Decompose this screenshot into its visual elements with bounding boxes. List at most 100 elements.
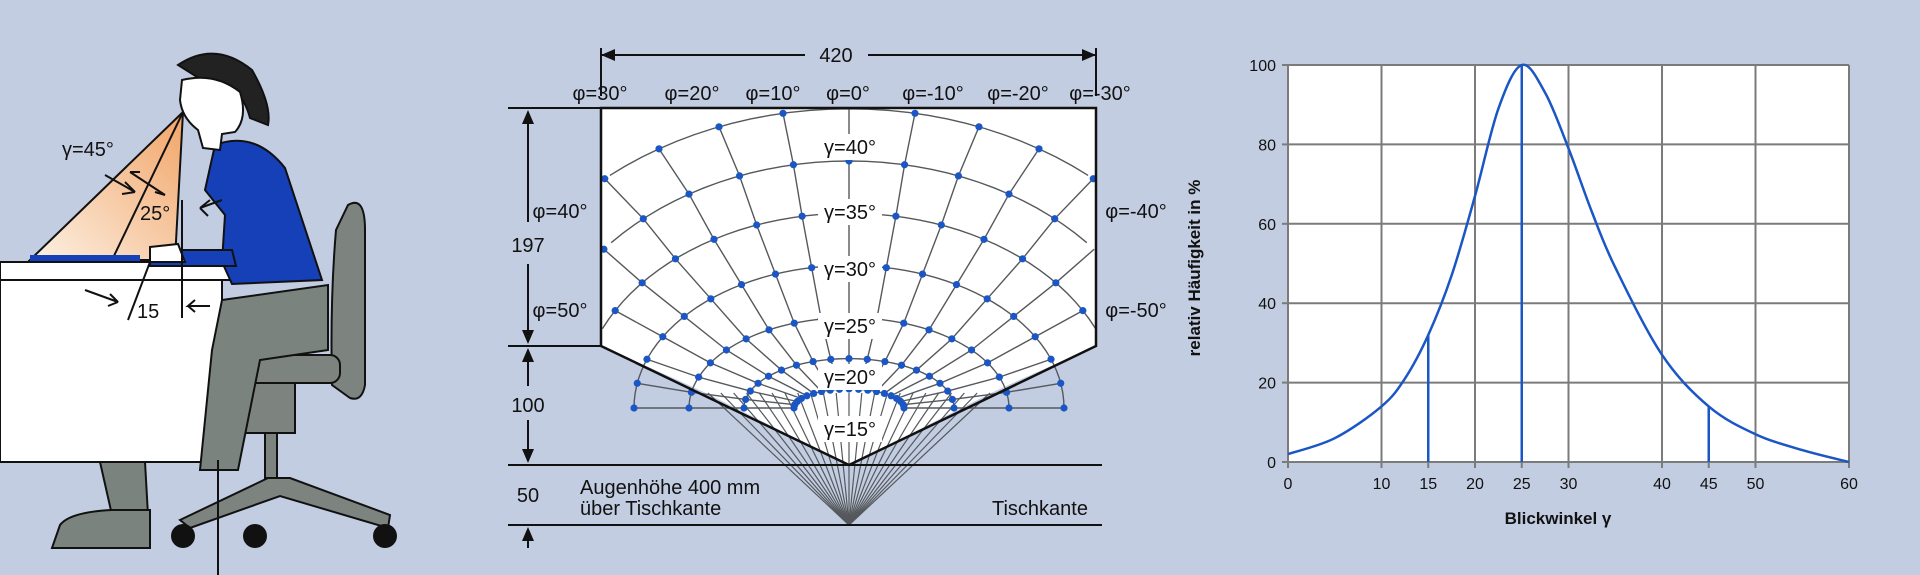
grid-point	[1010, 312, 1018, 321]
grid-point	[765, 326, 773, 334]
y-tick-label: 100	[1249, 58, 1276, 75]
phi-label-right: φ=-50°	[1105, 300, 1167, 322]
grid-point	[1052, 279, 1060, 287]
grid-point	[1035, 145, 1043, 153]
grid-point	[980, 235, 988, 243]
top-phi-labels: φ=30° φ=20° φ=10° φ=0° φ=-10° φ=-20° φ=-…	[573, 83, 1131, 105]
fan-line	[848, 392, 965, 526]
grid-point	[1005, 190, 1013, 198]
chart-markers	[1427, 65, 1710, 462]
grid-point	[707, 295, 715, 303]
grid-point	[827, 355, 835, 363]
fan-line	[784, 392, 850, 526]
fan-line	[848, 392, 901, 526]
fan-line	[848, 392, 940, 526]
grid-point	[790, 319, 798, 327]
chart-ticks: 0 10 15 20 25 30 40 45 50 60 0 20 40 60 80 100	[1249, 58, 1858, 493]
grid-point	[779, 109, 787, 117]
grid-point	[882, 264, 890, 272]
grid-point	[601, 175, 609, 183]
phi-label: φ=20°	[665, 83, 720, 105]
grid-point	[892, 212, 900, 220]
viewing-cone	[27, 109, 185, 261]
angle-25-label: 25°	[140, 203, 170, 225]
viewing-fan	[707, 392, 991, 526]
x-tick-label: 45	[1700, 476, 1718, 493]
x-tick-label: 60	[1840, 476, 1858, 493]
grid-point	[685, 190, 693, 198]
arrow-icon	[199, 199, 223, 217]
grid-point	[746, 387, 754, 395]
grid-point	[808, 264, 816, 272]
grid-point	[655, 145, 663, 153]
trousers	[198, 283, 329, 471]
grid-point	[845, 355, 853, 363]
x-axis-label: Blickwinkel γ	[1505, 509, 1612, 528]
grid-point	[1057, 379, 1065, 387]
phi-label: φ=-20°	[987, 83, 1049, 105]
x-tick-label: 10	[1373, 476, 1391, 493]
grid-point	[911, 109, 919, 117]
gamma-labels: γ=40° γ=35° γ=30° γ=25° γ=20° γ=15°	[818, 134, 882, 442]
grid-point	[1018, 255, 1027, 263]
grid-point	[706, 359, 715, 367]
grid-point	[937, 221, 945, 229]
grid-point	[983, 359, 992, 367]
fan-line	[835, 392, 850, 526]
eye-height-label: Augenhöhe 400 mm	[580, 477, 760, 499]
grid-point	[792, 361, 801, 369]
gaze-line	[111, 111, 184, 261]
grid-point	[887, 392, 895, 400]
grid-point	[695, 373, 703, 381]
grid-point	[863, 355, 871, 363]
gamma-label: γ=20°	[824, 367, 876, 389]
grid-point	[741, 395, 750, 404]
grid-point	[912, 366, 921, 374]
x-tick-label: 50	[1747, 476, 1765, 493]
grid-point	[975, 123, 983, 131]
grid-point	[967, 346, 976, 354]
phi-label: φ=10°	[746, 83, 801, 105]
grid-point	[948, 395, 957, 404]
grid-point	[797, 394, 805, 403]
grid-point	[771, 270, 780, 278]
grid-point	[710, 235, 718, 243]
grid-point	[659, 333, 667, 341]
dim-50-label: 50	[517, 485, 539, 507]
phi-label-left: φ=40°	[533, 201, 588, 223]
chair-wheel	[373, 524, 397, 548]
distance-marker-line	[127, 261, 151, 321]
grid-point	[735, 172, 744, 180]
phi-label: φ=-10°	[902, 83, 964, 105]
gamma-label: γ=15°	[824, 419, 876, 441]
gamma-label: γ=35°	[824, 202, 876, 224]
grid-point	[936, 379, 944, 387]
radial-line	[603, 248, 808, 397]
grid-point	[925, 372, 934, 380]
x-tick-label: 30	[1560, 476, 1578, 493]
phi-label-right: φ=-40°	[1105, 201, 1167, 223]
head	[178, 76, 245, 152]
grid-point	[764, 372, 773, 380]
grid-point	[1047, 355, 1055, 363]
grid-point	[722, 346, 731, 354]
grid-point	[952, 280, 961, 289]
fan-line	[797, 392, 850, 526]
radial-line	[903, 382, 1061, 406]
seated-person-illustration: γ=45° 25° 15	[0, 52, 397, 575]
fan-line	[707, 392, 850, 526]
arrow-icon	[104, 174, 136, 195]
arrow-icon	[185, 299, 210, 313]
phi-label-left: φ=50°	[533, 300, 588, 322]
y-tick-label: 0	[1267, 455, 1276, 472]
distance-15-label: 15	[137, 301, 159, 323]
fan-line	[745, 392, 850, 526]
grid-point	[803, 392, 811, 400]
y-axis-label: relativ Häufigkeit in %	[1185, 180, 1204, 357]
grid-point	[948, 335, 956, 343]
width-label: 420	[819, 45, 852, 67]
grid-point	[1079, 307, 1087, 315]
chair-back	[330, 201, 366, 400]
desk-body	[0, 279, 223, 463]
